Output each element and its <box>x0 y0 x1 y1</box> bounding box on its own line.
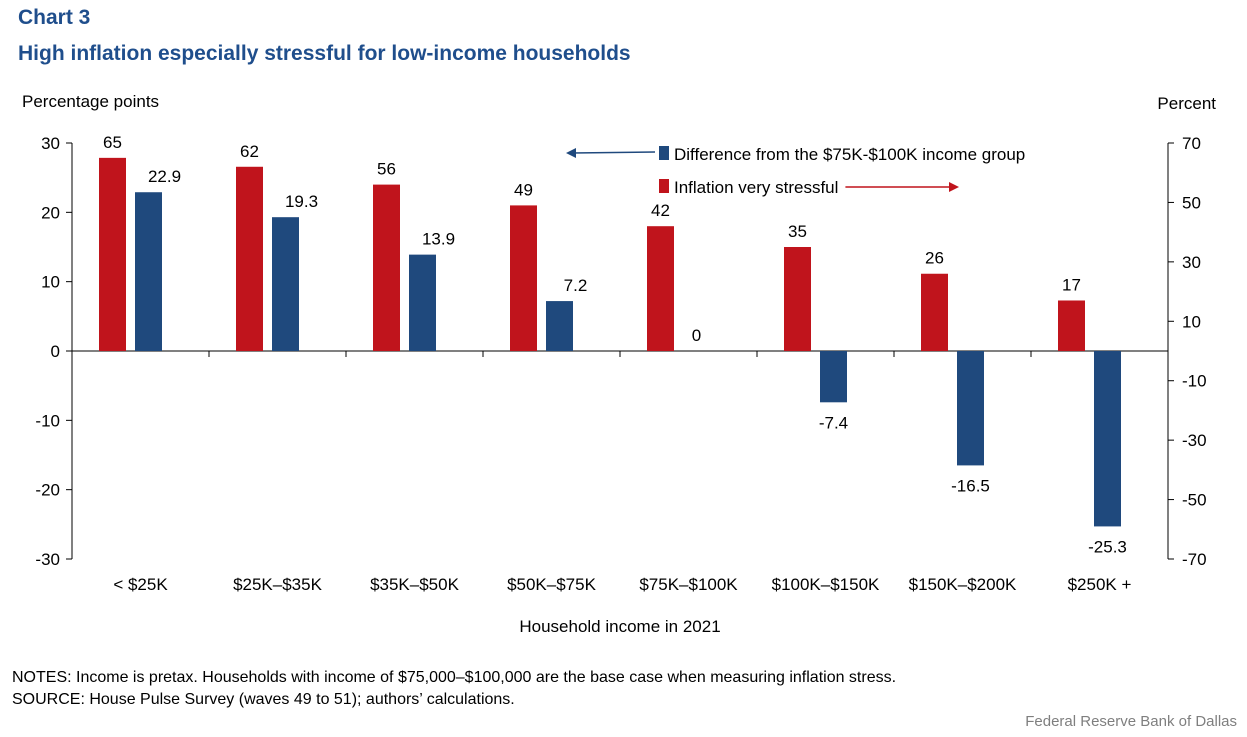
category-label: $25K–$35K <box>233 575 323 594</box>
data-label-inflation-stressful: 35 <box>788 222 807 241</box>
data-label-inflation-stressful: 49 <box>514 180 533 199</box>
bar-difference <box>820 351 847 403</box>
right-tick-label: 70 <box>1182 134 1201 153</box>
left-tick-label: 20 <box>41 203 60 222</box>
data-label-difference: 13.9 <box>422 230 455 249</box>
bar-inflation-stressful <box>373 184 400 351</box>
bar-difference <box>1094 351 1121 527</box>
bar-inflation-stressful <box>921 273 948 351</box>
category-label: $100K–$150K <box>772 575 880 594</box>
data-label-inflation-stressful: 26 <box>925 249 944 268</box>
data-label-difference: 7.2 <box>564 276 588 295</box>
right-tick-label: -30 <box>1182 431 1207 450</box>
x-axis-title: Household income in 2021 <box>519 617 720 636</box>
category-label: < $25K <box>113 575 168 594</box>
bar-difference <box>272 217 299 351</box>
bar-inflation-stressful <box>1058 300 1085 351</box>
data-label-difference: 22.9 <box>148 167 181 186</box>
left-tick-label: 10 <box>41 273 60 292</box>
right-tick-label: 30 <box>1182 253 1201 272</box>
legend-label-difference: Difference from the $75K-$100K income gr… <box>674 145 1025 164</box>
bar-chart: 30 20 10 0 -10 -20 -30 70 50 30 10 -10 -30 -50 -70 Perc… <box>22 92 1216 636</box>
chart-number: Chart 3 <box>18 6 91 29</box>
data-label-inflation-stressful: 42 <box>651 201 670 220</box>
right-tick-label: -50 <box>1182 491 1207 510</box>
right-tick-label: -70 <box>1182 550 1207 569</box>
left-tick-label: 30 <box>41 134 60 153</box>
right-axis-title: Percent <box>1157 94 1216 113</box>
bar-inflation-stressful <box>784 247 811 351</box>
credit-text: Federal Reserve Bank of Dallas <box>1025 713 1237 730</box>
data-label-difference: -25.3 <box>1088 537 1127 556</box>
right-tick-label: -10 <box>1182 372 1207 391</box>
chart-notes: NOTES: Income is pretax. Households with… <box>12 667 896 711</box>
legend-swatch-inflation-stressful <box>659 179 669 193</box>
left-tick-label: -30 <box>35 550 60 569</box>
legend-arrow-left-line <box>571 151 656 154</box>
category-label: $250K + <box>1068 575 1132 594</box>
bar-inflation-stressful <box>647 226 674 351</box>
bar-difference <box>546 301 573 351</box>
bar-inflation-stressful <box>510 205 537 351</box>
notes-text: NOTES: Income is pretax. Households with… <box>12 669 897 686</box>
legend-label-inflation-stressful: Inflation very stressful <box>674 178 838 197</box>
chart-title: High inflation especially stressful for … <box>18 42 631 65</box>
left-tick-label: -20 <box>35 481 60 500</box>
legend-arrow-left-head <box>566 148 576 158</box>
bar-inflation-stressful <box>99 157 126 351</box>
category-label: $75K–$100K <box>639 575 738 594</box>
data-label-inflation-stressful: 17 <box>1062 275 1081 294</box>
source-text: SOURCE: House Pulse Survey (waves 49 to … <box>12 691 515 708</box>
bar-difference <box>957 351 984 466</box>
data-label-difference: 19.3 <box>285 192 318 211</box>
right-tick-label: 10 <box>1182 312 1201 331</box>
legend-arrow-right-head <box>949 182 959 192</box>
bar-difference <box>409 254 436 351</box>
category-label: $150K–$200K <box>909 575 1017 594</box>
category-label: $35K–$50K <box>370 575 460 594</box>
data-label-difference: 0 <box>692 326 701 345</box>
left-axis-title: Percentage points <box>22 92 159 111</box>
bar-inflation-stressful <box>236 166 263 351</box>
left-tick-label: -10 <box>35 411 60 430</box>
data-label-inflation-stressful: 56 <box>377 160 396 179</box>
bar-difference <box>135 192 162 351</box>
category-label: $50K–$75K <box>507 575 597 594</box>
legend-swatch-difference <box>659 146 669 160</box>
data-label-difference: -7.4 <box>819 413 848 432</box>
data-label-inflation-stressful: 62 <box>240 142 259 161</box>
right-tick-label: 50 <box>1182 193 1201 212</box>
data-label-difference: -16.5 <box>951 476 990 495</box>
data-label-inflation-stressful: 65 <box>103 133 122 152</box>
left-tick-label: 0 <box>51 342 60 361</box>
